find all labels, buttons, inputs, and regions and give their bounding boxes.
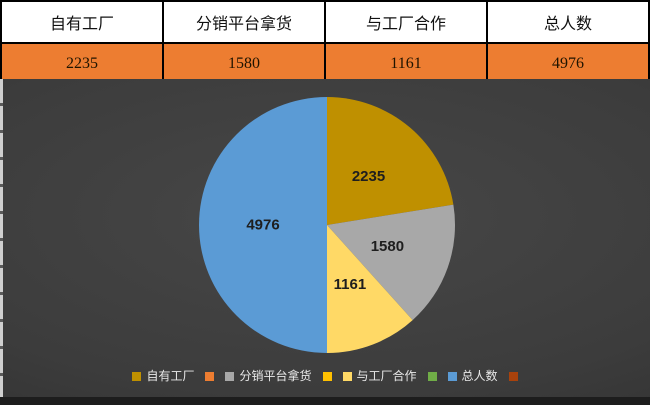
pie-slice-1[interactable]: [327, 204, 455, 321]
pie-slice-label: 2235: [352, 168, 385, 185]
pie-slice-label: 1161: [334, 276, 367, 293]
legend-swatch: [205, 372, 215, 381]
value-cell-cooperation[interactable]: 1161: [324, 42, 488, 85]
pie-chart-area[interactable]: 2235 1580 1161 4976 自有工厂 分销平台拿货 与工厂合作 总人数: [0, 79, 650, 405]
legend-label: 与工厂合作: [356, 369, 417, 383]
pie-slice-2[interactable]: [327, 225, 413, 353]
legend-item[interactable]: [322, 372, 332, 381]
legend-item[interactable]: 分销平台拿货: [225, 369, 312, 383]
value-cell-total[interactable]: 4976: [486, 42, 650, 85]
data-table: 自有工厂 分销平台拿货 与工厂合作 总人数 2235 1580 1161 497…: [0, 0, 650, 85]
pie-slice-label: 1580: [371, 238, 404, 255]
header-cell-distribution[interactable]: 分销平台拿货: [162, 0, 326, 44]
legend-swatch: [132, 372, 142, 381]
legend-label: 自有工厂: [146, 369, 195, 383]
legend-label: 分销平台拿货: [239, 369, 312, 383]
legend-item[interactable]: [205, 372, 215, 381]
value-cell-distribution[interactable]: 1580: [162, 42, 326, 85]
legend-swatch: [447, 372, 457, 381]
legend-label: 总人数: [461, 369, 498, 383]
legend-swatch: [322, 372, 332, 381]
legend-swatch: [427, 372, 437, 381]
legend-item[interactable]: [508, 372, 518, 381]
legend-swatch: [508, 372, 518, 381]
table-value-row: 2235 1580 1161 4976: [0, 42, 650, 85]
pie-slice-label: 4976: [246, 217, 279, 234]
legend-swatch: [342, 372, 352, 381]
header-cell-cooperation[interactable]: 与工厂合作: [324, 0, 488, 44]
legend-item[interactable]: [427, 372, 437, 381]
header-cell-total[interactable]: 总人数: [486, 0, 650, 44]
legend-item[interactable]: 自有工厂: [132, 370, 194, 383]
table-header-row: 自有工厂 分销平台拿货 与工厂合作 总人数: [0, 0, 650, 44]
chart-legend: 自有工厂 分销平台拿货 与工厂合作 总人数: [0, 370, 650, 383]
pie-slice-0[interactable]: [327, 97, 454, 225]
value-cell-own-factory[interactable]: 2235: [0, 42, 164, 85]
header-cell-own-factory[interactable]: 自有工厂: [0, 0, 164, 44]
pie-slice-3[interactable]: [199, 97, 327, 353]
pie-chart[interactable]: 2235 1580 1161 4976: [0, 79, 650, 405]
legend-item[interactable]: 与工厂合作: [342, 369, 417, 383]
legend-swatch: [225, 372, 235, 381]
bottom-row-strip: [0, 397, 650, 405]
spreadsheet-row-edge: [0, 79, 3, 405]
legend-item[interactable]: 总人数: [447, 369, 498, 383]
